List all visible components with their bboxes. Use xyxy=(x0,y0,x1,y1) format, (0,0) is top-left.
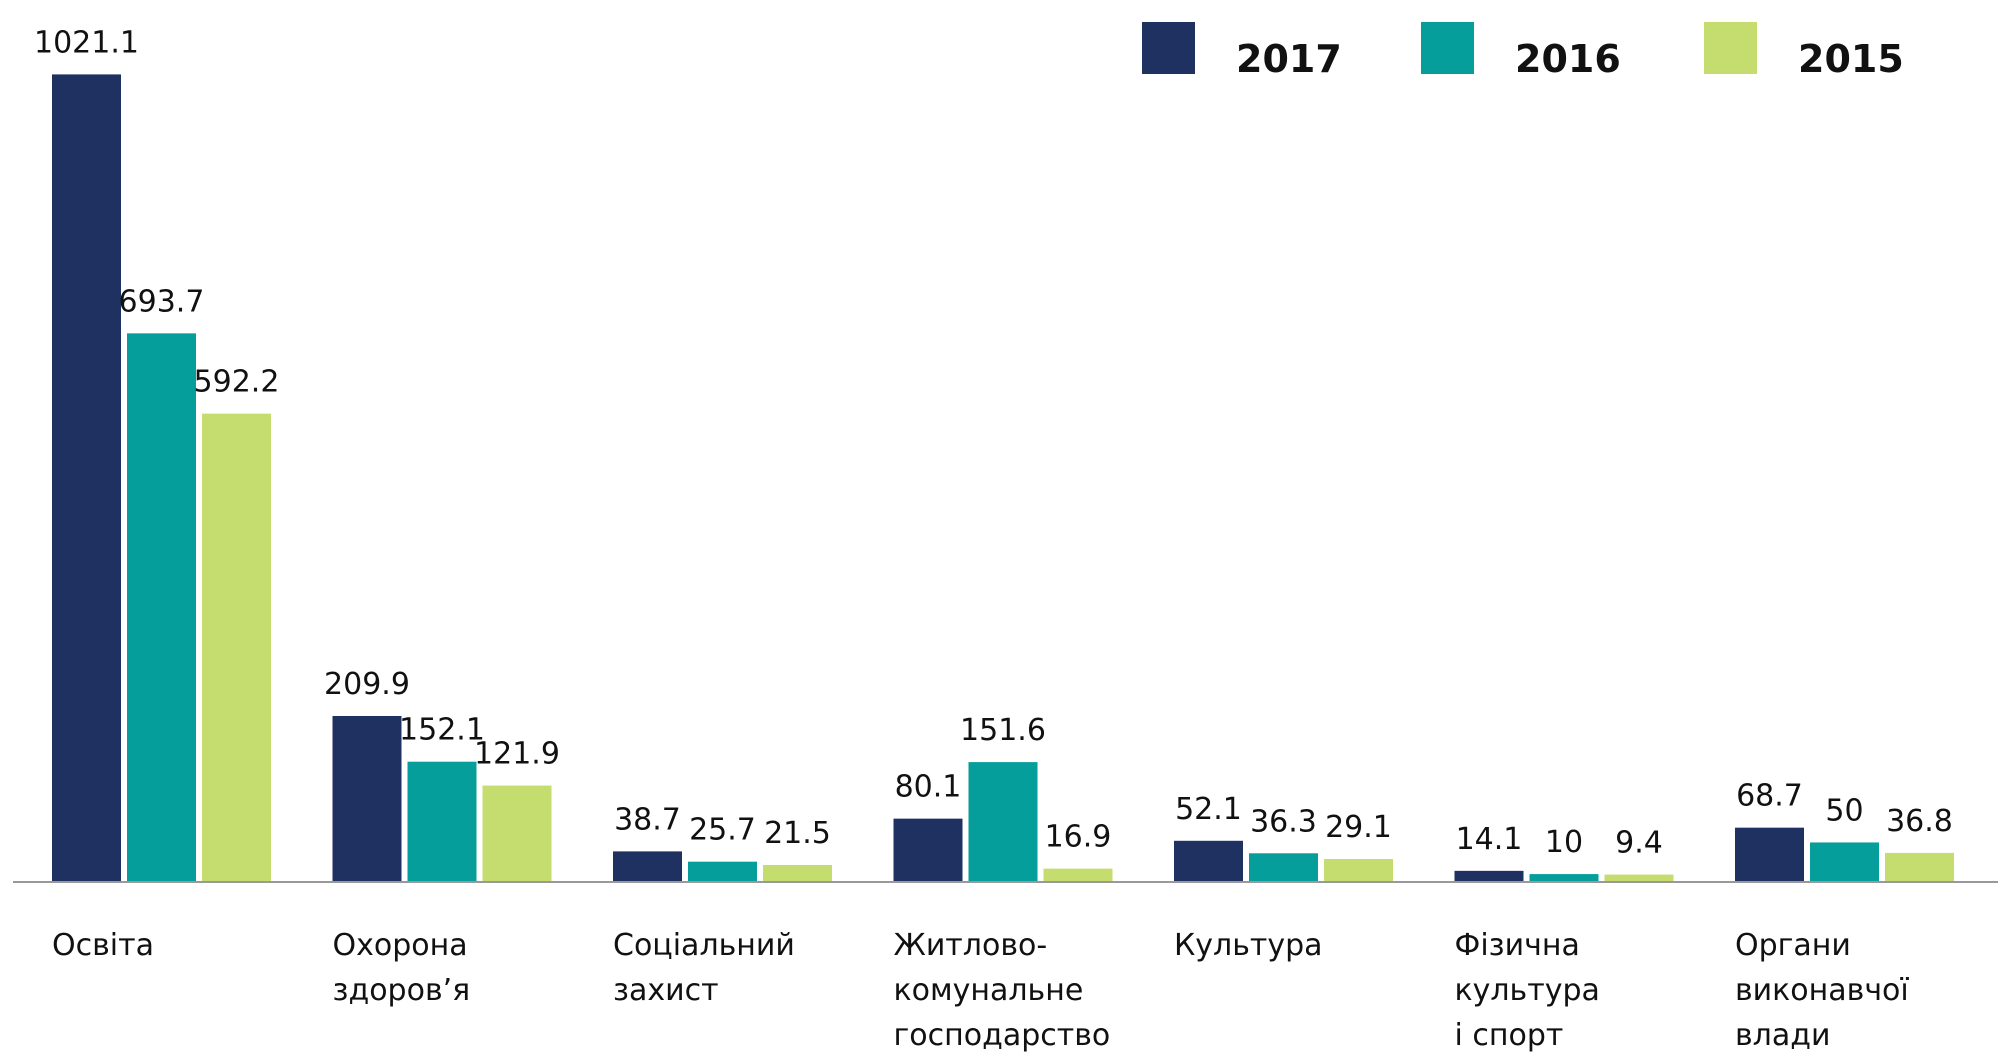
bar xyxy=(407,761,477,882)
legend-swatch xyxy=(1704,22,1757,74)
x-tick-label: Освіта xyxy=(52,928,154,963)
x-tick-label: Соціальний xyxy=(613,928,795,963)
bar xyxy=(127,333,196,882)
bar xyxy=(893,818,963,882)
value-label: 80.1 xyxy=(895,770,962,805)
value-label: 68.7 xyxy=(1736,779,1803,814)
x-tick-label: культура xyxy=(1455,973,1600,1008)
bar xyxy=(1810,842,1879,882)
value-label: 25.7 xyxy=(689,813,756,848)
bar xyxy=(1885,852,1954,882)
value-label: 209.9 xyxy=(324,667,410,702)
bar xyxy=(332,715,402,882)
value-label: 21.5 xyxy=(764,816,831,851)
legend-swatch xyxy=(1421,22,1474,74)
value-label: 121.9 xyxy=(474,737,560,772)
x-tick-label: захист xyxy=(613,973,719,1008)
x-tick-label: влади xyxy=(1735,1018,1830,1053)
value-label: 36.8 xyxy=(1886,804,1953,839)
bar xyxy=(1043,868,1113,882)
legend-label: 2015 xyxy=(1798,37,1904,81)
bar xyxy=(1735,827,1804,882)
bar xyxy=(613,851,682,882)
bar xyxy=(482,785,552,882)
value-label: 152.1 xyxy=(399,713,485,748)
value-label: 592.2 xyxy=(194,365,280,400)
bar xyxy=(1324,858,1393,882)
bar xyxy=(968,762,1038,882)
x-tick-label: Охорона xyxy=(333,928,468,963)
x-tick-label: господарство xyxy=(894,1018,1111,1053)
value-label: 151.6 xyxy=(960,713,1046,748)
value-label: 50 xyxy=(1825,793,1863,828)
value-label: 38.7 xyxy=(614,802,681,837)
value-label: 693.7 xyxy=(119,284,205,319)
x-tick-label: Органи xyxy=(1735,928,1851,963)
value-label: 52.1 xyxy=(1175,792,1242,827)
value-label: 10 xyxy=(1545,825,1583,860)
value-label: 14.1 xyxy=(1456,822,1523,857)
value-label: 1021.1 xyxy=(34,25,139,60)
bar xyxy=(52,74,121,883)
x-tick-label: здоров’я xyxy=(333,973,471,1008)
x-tick-label: Культура xyxy=(1174,928,1323,963)
value-label: 9.4 xyxy=(1615,826,1663,861)
x-tick-label: і спорт xyxy=(1455,1018,1564,1053)
bar xyxy=(1249,853,1318,882)
x-tick-label: Житлово- xyxy=(894,928,1048,963)
legend-label: 2016 xyxy=(1515,37,1621,81)
bar xyxy=(1174,840,1243,882)
x-tick-label: комунальне xyxy=(894,973,1084,1008)
bar xyxy=(763,864,832,882)
legend-label: 2017 xyxy=(1236,37,1342,81)
bar xyxy=(688,861,757,882)
value-label: 36.3 xyxy=(1250,804,1317,839)
bar xyxy=(1529,874,1599,882)
value-label: 29.1 xyxy=(1325,810,1392,845)
x-tick-label: виконавчої xyxy=(1735,973,1909,1008)
bar xyxy=(202,413,271,882)
x-tick-label: Фізична xyxy=(1455,928,1580,963)
legend-swatch xyxy=(1142,22,1195,74)
value-label: 16.9 xyxy=(1045,820,1112,855)
bar xyxy=(1604,874,1674,882)
bar xyxy=(1454,870,1524,882)
